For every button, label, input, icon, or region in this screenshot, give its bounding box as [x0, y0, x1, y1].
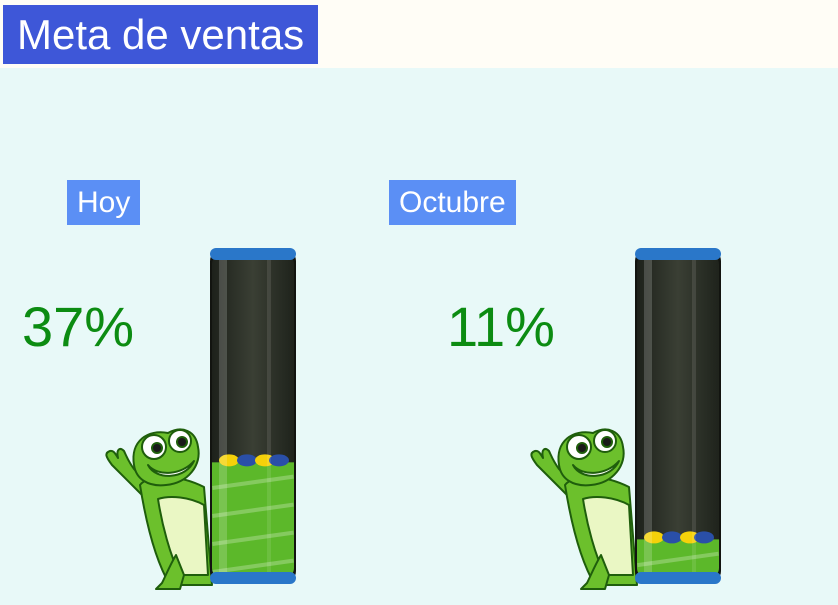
coin-icon	[219, 454, 239, 467]
fill-stripe	[212, 502, 294, 519]
coin-icon	[255, 454, 275, 467]
gauge-fill-hoy	[212, 462, 294, 578]
fill-stripe	[212, 558, 294, 575]
fill-stripe	[212, 474, 294, 491]
coins-icon	[637, 531, 719, 568]
gauge-label-octubre: Octubre	[389, 180, 516, 225]
coin-icon	[680, 531, 700, 544]
gauge-tube-hoy	[210, 248, 296, 584]
gauge-label-hoy: Hoy	[67, 180, 141, 225]
frog-mascot-icon	[105, 428, 213, 590]
coins-icon	[212, 454, 294, 575]
gauge-fill-octubre	[637, 539, 719, 578]
fill-stripe	[212, 530, 294, 547]
coin-icon	[269, 454, 289, 467]
coin-icon	[644, 531, 664, 544]
coin-icon	[237, 454, 257, 467]
coin-icon	[694, 531, 714, 544]
gauge-percent-octubre: 11%	[447, 295, 555, 358]
fill-stripe	[637, 551, 719, 568]
frog-mascot-icon	[530, 428, 638, 590]
gauge-tube-octubre	[635, 248, 721, 584]
gauge-percent-hoy: 37%	[22, 295, 135, 358]
page-title: Meta de ventas	[3, 5, 319, 64]
coin-icon	[662, 531, 682, 544]
header-bar: Meta de ventas	[0, 0, 838, 68]
